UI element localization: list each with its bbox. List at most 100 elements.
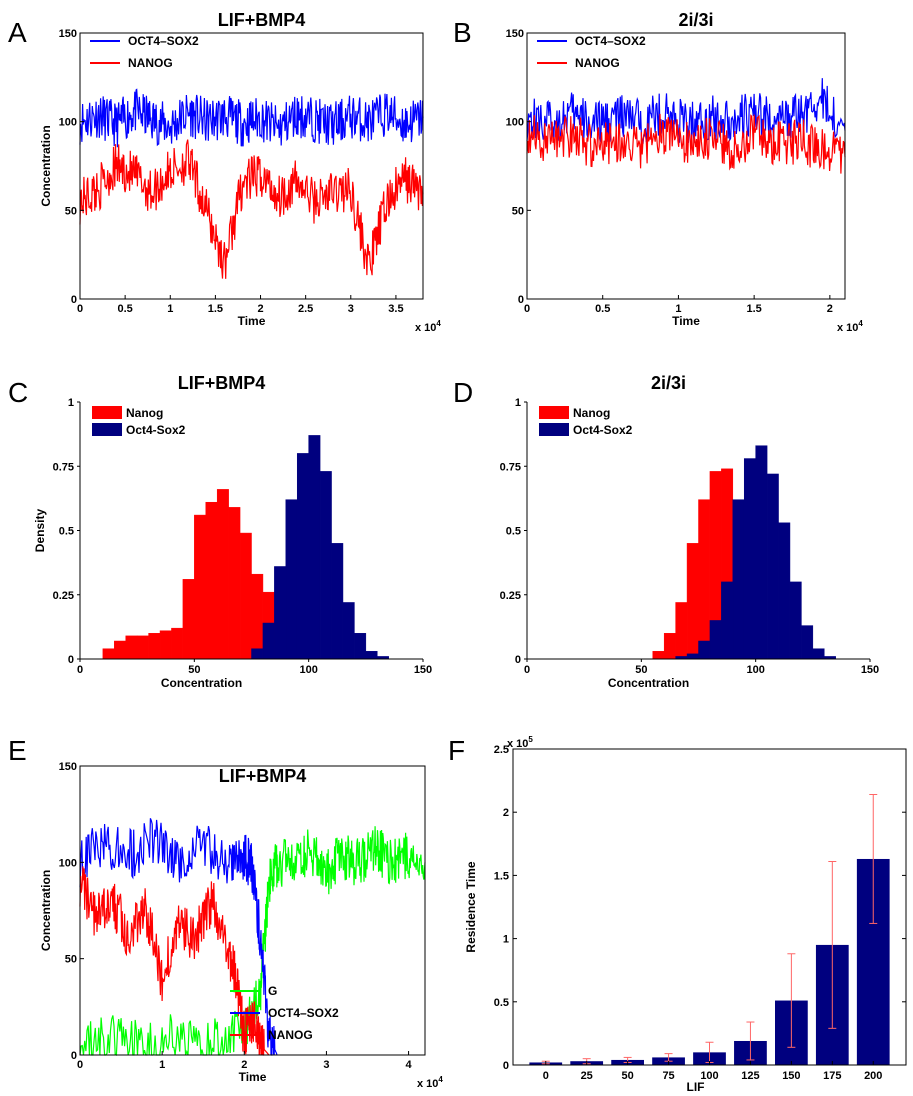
legend-entry: NANOG [575, 56, 620, 70]
histogram-bar [182, 579, 195, 660]
legend-entry: NANOG [128, 56, 173, 70]
histogram-bar [319, 471, 332, 660]
x-multiplier: x 104 [415, 319, 441, 334]
y-tick-label: 0.25 [53, 590, 74, 602]
y-tick-label: 1.5 [494, 870, 509, 882]
histogram-bar [114, 640, 126, 660]
plot-frame [79, 765, 426, 1056]
histogram-bar [159, 630, 172, 660]
x-tick-label: 0 [77, 1059, 83, 1071]
y-axis-label: Residence Time [464, 861, 478, 952]
legend-entry: Nanog [573, 406, 610, 420]
x-axis-label: Time [672, 314, 700, 328]
legend-entry: Oct4-Sox2 [126, 423, 186, 437]
histogram-bar [125, 635, 138, 660]
y-tick-label: 0 [68, 654, 74, 666]
histogram-bar [251, 573, 264, 660]
y-axis-label: Concentration [39, 870, 53, 951]
panel-f: 0 25 50 75 100 125 150 175 200 0 0.5 1 1.5 2 2.5x 105 L… [464, 735, 907, 1094]
y-tick-label: 50 [512, 205, 524, 217]
x-tick-label: 150 [782, 1070, 800, 1082]
histogram-bar [194, 514, 207, 660]
y-tick-label: 50 [65, 205, 77, 217]
legend-entry: OCT4–SOX2 [268, 1006, 339, 1020]
x-axis-label: LIF [687, 1080, 705, 1094]
histogram-bar [205, 501, 218, 660]
series-line-nanog [79, 139, 424, 279]
histogram-bar [709, 620, 722, 660]
y-tick-label: 2 [503, 807, 509, 819]
histogram-bar [732, 499, 745, 660]
x-tick-label: 175 [823, 1070, 841, 1082]
y-tick-label: 0 [515, 654, 521, 666]
x-tick-label: 50 [622, 1070, 634, 1082]
histogram-bar [148, 633, 161, 660]
histogram-bar [216, 489, 229, 660]
x-tick-label: 150 [861, 664, 879, 676]
histogram-bar [308, 435, 321, 660]
histogram-bar [743, 458, 756, 660]
y-tick-label: 50 [65, 954, 77, 966]
legend-swatch [92, 423, 122, 436]
histogram-bar [228, 507, 241, 660]
histogram-bar [686, 543, 699, 660]
y-axis-label: Density [33, 509, 47, 553]
y-tick-label: 1 [68, 397, 74, 409]
y-tick-label: 100 [59, 117, 77, 129]
y-tick-label: 150 [59, 761, 77, 773]
histogram-bar [251, 648, 264, 660]
x-axis-label: Time [238, 314, 266, 328]
y-tick-label: 0.25 [500, 590, 521, 602]
x-tick-label: 150 [414, 664, 432, 676]
histogram-bar [675, 602, 688, 660]
y-tick-label: 2.5 [494, 744, 509, 756]
panel-e: 0 1 2 3 4 0 50 100 150 LIF+BMP4 Time Concentration x… [39, 761, 443, 1090]
histogram-bar [274, 566, 287, 660]
x-tick-label: 200 [864, 1070, 882, 1082]
x-tick-label: 0 [524, 303, 530, 315]
y-multiplier: x 105 [507, 735, 533, 750]
histogram-bar [789, 581, 802, 660]
histogram-bar [801, 625, 814, 660]
panel-title: LIF+BMP4 [219, 766, 307, 786]
x-tick-label: 2 [257, 303, 263, 315]
y-tick-label: 150 [506, 28, 524, 40]
plot-frame [512, 748, 907, 1066]
panel-letter-e: E [8, 735, 27, 766]
histogram-bar [262, 622, 275, 660]
histogram-bar [652, 651, 665, 660]
histogram-bar [296, 453, 309, 660]
panel-c: 0 50 100 150 0 0.25 0.5 0.75 1 LIF+BMP4 Concentrat… [33, 373, 432, 690]
x-tick-label: 3 [348, 303, 354, 315]
panel-a: 0 0.5 1 1.5 2 2.5 3 3.5 0 50 100 150 LIF+BMP4 Time Con… [39, 10, 441, 334]
x-tick-label: 0.5 [595, 303, 610, 315]
panel-title: 2i/3i [651, 373, 686, 393]
x-tick-label: 0 [524, 664, 530, 676]
y-tick-label: 1 [503, 934, 509, 946]
y-tick-label: 150 [59, 28, 77, 40]
panel-title: LIF+BMP4 [218, 10, 306, 30]
histogram-bar [686, 653, 699, 660]
y-tick-label: 0.75 [53, 461, 74, 473]
histogram-bar [663, 633, 676, 660]
x-tick-label: 0 [77, 303, 83, 315]
y-tick-label: 100 [506, 117, 524, 129]
x-multiplier: x 104 [837, 319, 863, 334]
histogram-bar [354, 633, 367, 660]
panel-title: LIF+BMP4 [178, 373, 266, 393]
y-tick-label: 0 [71, 294, 77, 306]
x-axis-label: Time [239, 1070, 267, 1084]
x-tick-label: 1 [159, 1059, 165, 1071]
x-multiplier: x 104 [417, 1075, 443, 1090]
panel-b: 0 0.5 1 1.5 2 0 50 100 150 2i/3i Time x 104 OCT4–SOX… [506, 10, 864, 334]
panel-letter-c: C [8, 377, 28, 408]
x-tick-label: 100 [746, 664, 764, 676]
series-line-nanog [526, 113, 846, 174]
histogram-bar [136, 635, 149, 660]
plot-frame [526, 32, 846, 300]
x-tick-label: 3 [323, 1059, 329, 1071]
x-axis-label: Concentration [161, 676, 242, 690]
legend-entry: Nanog [126, 406, 163, 420]
histogram-bar [778, 522, 791, 660]
